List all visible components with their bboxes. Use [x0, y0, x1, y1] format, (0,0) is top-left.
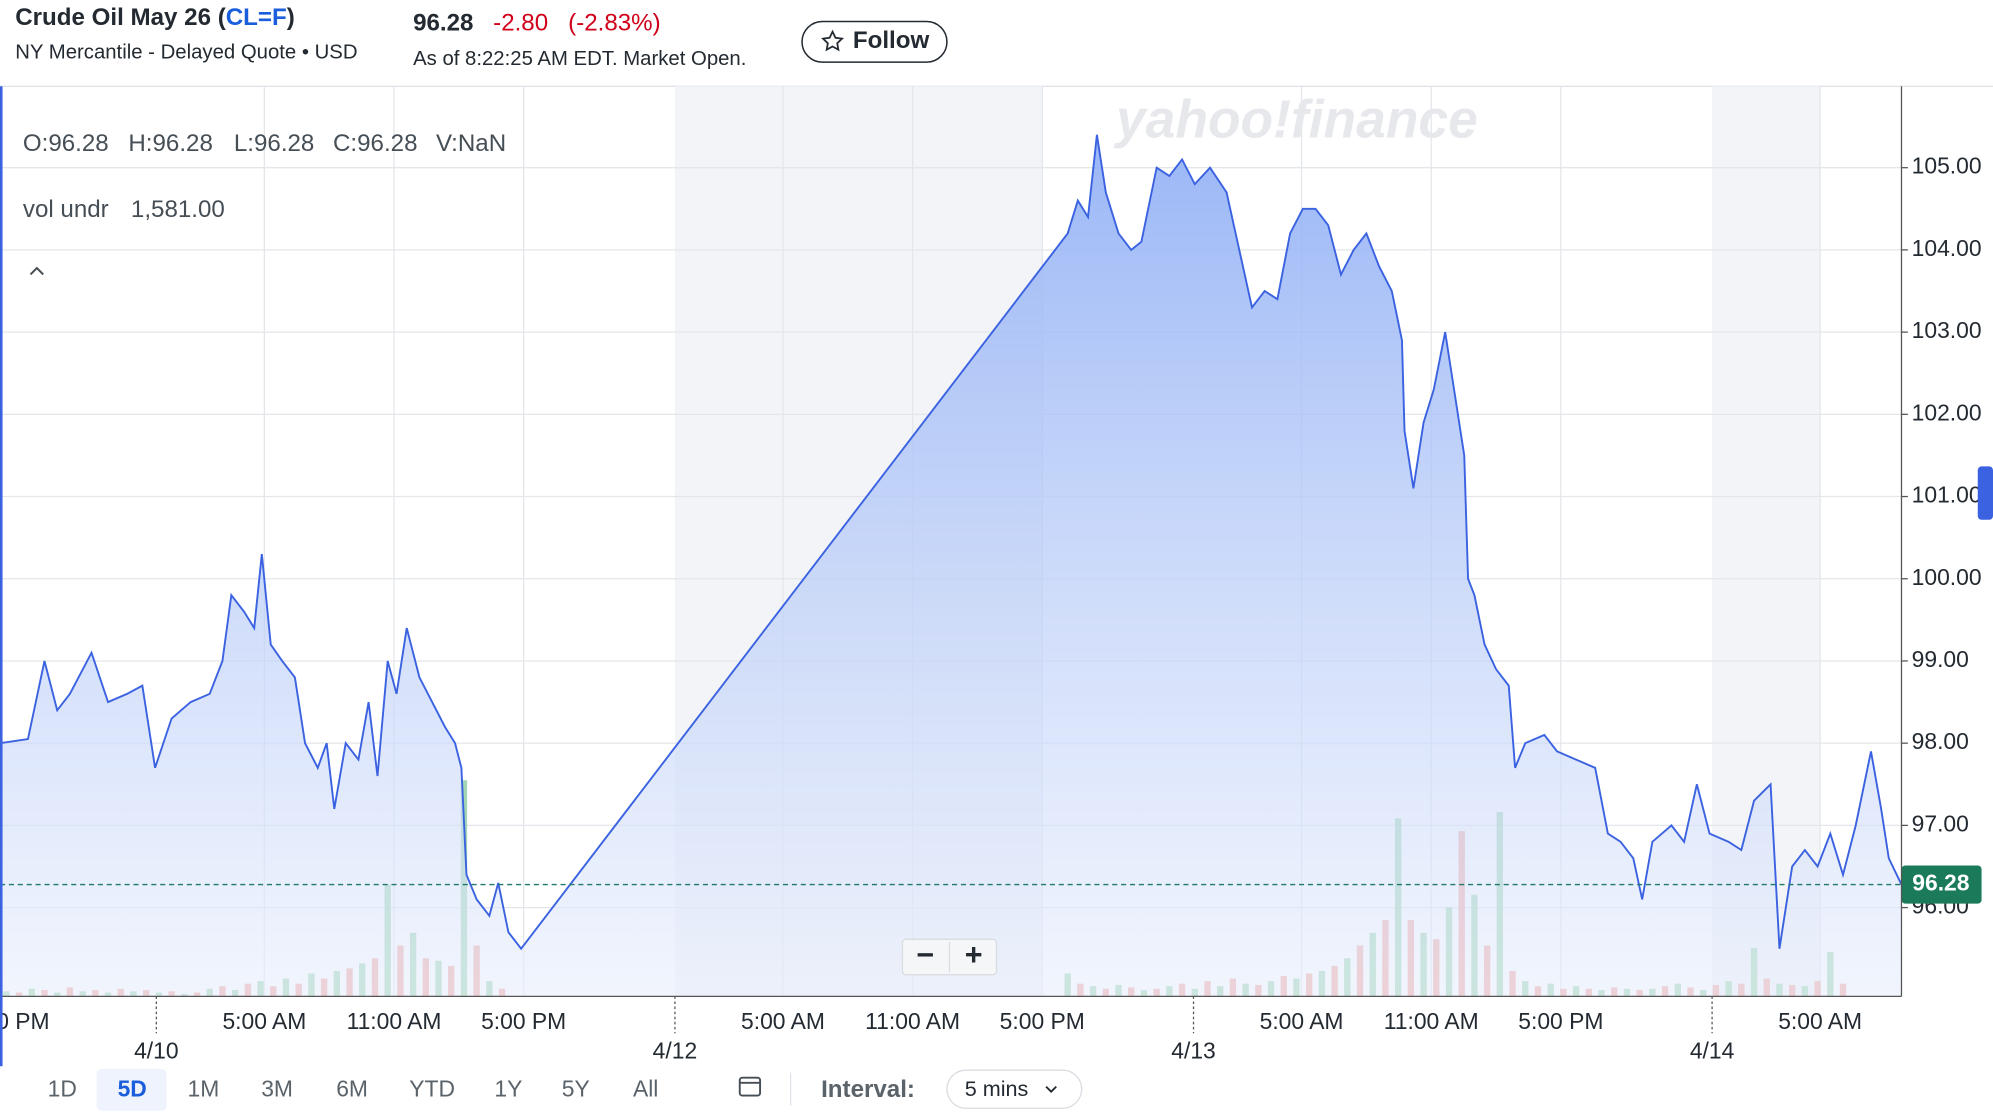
indicator-name: vol undr: [23, 196, 109, 223]
y-tick-label: 99.00: [1912, 646, 1969, 672]
range-button[interactable]: 5Y: [562, 1075, 590, 1101]
header: Crude Oil May 26 (CL=F) NY Mercantile - …: [15, 4, 948, 70]
calendar-icon[interactable]: [738, 1076, 762, 1097]
price-line: [0, 134, 1903, 951]
x-tick-label: 5:00 PM: [1518, 1008, 1603, 1034]
date-label: 4/10: [134, 1037, 179, 1063]
y-tick-label: 104.00: [1912, 235, 1982, 261]
x-tick-label: 11:00 AM: [865, 1008, 960, 1034]
side-tab[interactable]: [1977, 466, 1993, 520]
dropdown-icon: [1045, 1085, 1057, 1094]
x-tick-label: 0 PM: [0, 1008, 50, 1034]
y-tick-label: 102.00: [1912, 399, 1982, 425]
star-icon: [821, 29, 845, 52]
y-tick-label: 100.00: [1912, 564, 1982, 590]
follow-button[interactable]: [801, 20, 948, 63]
change: -2.80: [493, 9, 548, 36]
last-price-label: 96.28: [1912, 870, 1969, 896]
y-tick-label: 103.00: [1912, 317, 1982, 343]
range-button[interactable]: 1D: [48, 1075, 77, 1101]
change-percent: (-2.83%): [568, 9, 661, 36]
y-tick-label: 101.00: [1912, 482, 1982, 508]
ohlc-low: L:96.28: [234, 130, 314, 157]
zoom-in[interactable]: +: [965, 938, 983, 972]
watermark: yahoo!finance: [1113, 90, 1478, 149]
range-button[interactable]: 3M: [261, 1075, 293, 1101]
price: 96.28: [413, 9, 473, 36]
y-tick-label: 98.00: [1912, 728, 1969, 754]
range-button[interactable]: YTD: [409, 1075, 455, 1101]
x-tick-label: 11:00 AM: [347, 1008, 442, 1034]
plot: 0 PM 5:00 AM 11:00 AM 5:00 PM 5:00 AM 11:00 A…: [0, 86, 1982, 1067]
date-label: 4/14: [1690, 1037, 1735, 1063]
ohlc-high: H:96.28: [128, 130, 213, 157]
ohlc-open: O:96.28: [23, 130, 109, 157]
symbol: CL=F: [226, 4, 287, 31]
range-button[interactable]: 1M: [187, 1075, 219, 1101]
title: Crude Oil May 26 (CL=F): [15, 4, 295, 31]
range-button[interactable]: All: [633, 1075, 658, 1101]
y-tick-label: 97.00: [1912, 810, 1969, 836]
y-tick-label: 105.00: [1912, 153, 1982, 179]
interval-value: 5 mins: [965, 1076, 1029, 1101]
ohlc-volume: V:NaN: [436, 130, 506, 157]
x-tick-label: 11:00 AM: [1384, 1008, 1479, 1034]
price-area: [0, 134, 1902, 997]
selected-range-bg: [96, 1068, 167, 1111]
zoom-out[interactable]: −: [916, 938, 934, 972]
range-button[interactable]: 1Y: [494, 1075, 522, 1101]
follow-label: Follow: [853, 27, 930, 54]
range-button[interactable]: 6M: [336, 1075, 368, 1101]
x-tick-label: 5:00 PM: [1000, 1008, 1085, 1034]
date-label: 4/13: [1171, 1037, 1216, 1063]
overlay: yahoo!finance O:96.28 H:96.28 L:96.28 C:…: [23, 90, 1993, 976]
x-tick-label: 5:00 AM: [741, 1008, 825, 1034]
as-of: As of 8:22:25 AM EDT. Market Open.: [413, 48, 746, 70]
interval-select[interactable]: [946, 1069, 1083, 1109]
subtitle: NY Mercantile - Delayed Quote • USD: [15, 42, 357, 64]
x-tick-label: 5:00 PM: [481, 1008, 566, 1034]
x-tick-label: 5:00 AM: [1260, 1008, 1344, 1034]
collapse-icon[interactable]: [29, 266, 44, 276]
date-label: 4/12: [653, 1037, 698, 1063]
x-tick-label: 5:00 AM: [1778, 1008, 1862, 1034]
x-tick-label: 5:00 AM: [222, 1008, 306, 1034]
indicator-value: 1,581.00: [131, 196, 225, 223]
range-button[interactable]: 5D: [118, 1075, 147, 1101]
ohlc-close: C:96.28: [333, 130, 418, 157]
interval-label: Interval:: [821, 1076, 915, 1103]
title-prefix: Crude Oil May 26 (: [15, 4, 226, 31]
last-price-badge: [1901, 865, 1982, 904]
title-suffix: ): [287, 4, 295, 31]
toolbar: Interval: 5 mins 1D 5D 1M 3M 6M YTD 1Y 5Y All: [48, 1068, 1083, 1111]
